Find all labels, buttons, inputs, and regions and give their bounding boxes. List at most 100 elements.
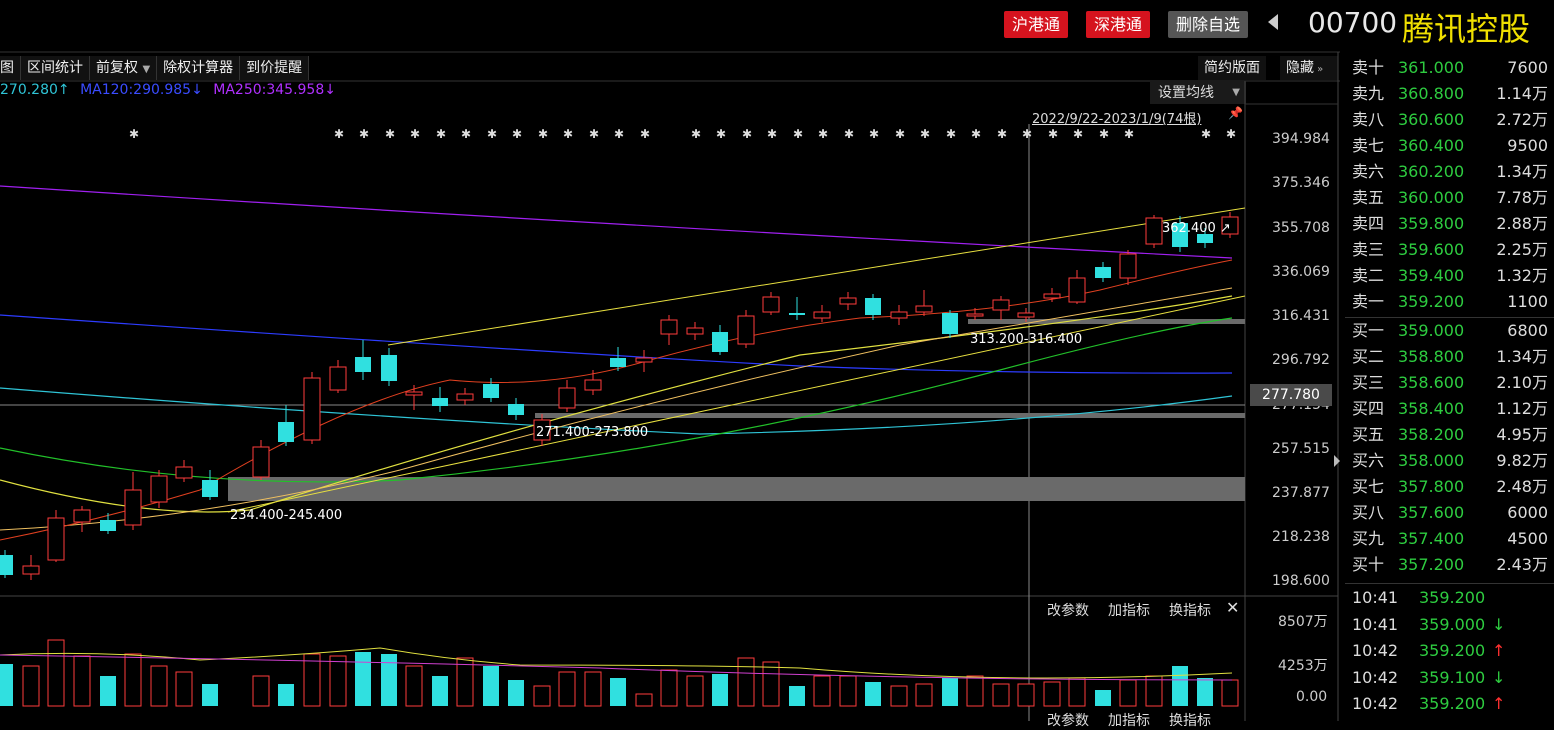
bid-row[interactable]: 买五 358.200 4.95万 [1352, 422, 1548, 448]
ask-row[interactable]: 卖八 360.600 2.72万 [1352, 107, 1548, 133]
event-marker-icon[interactable]: ✱ [844, 127, 854, 141]
bid-row[interactable]: 买三 358.600 2.10万 [1352, 370, 1548, 396]
ask-label: 卖十 [1352, 58, 1385, 77]
add-indicator-button-2[interactable]: 加指标 [1108, 713, 1150, 729]
bid-row[interactable]: 买八 357.600 6000 [1352, 500, 1548, 526]
switch-indicator-button[interactable]: 换指标 [1169, 603, 1211, 619]
event-marker-icon[interactable]: ✱ [487, 127, 497, 141]
event-marker-icon[interactable]: ✱ [410, 127, 420, 141]
event-marker-icon[interactable]: ✱ [691, 127, 701, 141]
switch-indicator-button-2[interactable]: 换指标 [1169, 713, 1211, 729]
ask-row[interactable]: 卖十 361.000 7600 [1352, 55, 1548, 81]
simple-layout-button[interactable]: 简约版面 [1198, 56, 1266, 80]
bid-row[interactable]: 买二 358.800 1.34万 [1352, 344, 1548, 370]
bid-vol: 6000 [1507, 503, 1548, 522]
event-marker-icon[interactable]: ✱ [920, 127, 930, 141]
ask-row[interactable]: 卖五 360.000 7.78万 [1352, 185, 1548, 211]
event-marker-icon[interactable]: ✱ [869, 127, 879, 141]
tool-adjust-dropdown[interactable]: 前复权 ▼ [90, 56, 158, 80]
ask-row[interactable]: 卖七 360.400 9500 [1352, 133, 1548, 159]
event-marker-icon[interactable]: ✱ [589, 127, 599, 141]
candle-body [381, 355, 397, 381]
tool-interval-stats[interactable]: 区间统计 [21, 56, 90, 80]
event-marker-icon[interactable]: ✱ [129, 127, 139, 141]
event-marker-icon[interactable]: ✱ [895, 127, 905, 141]
event-marker-icon[interactable]: ✱ [716, 127, 726, 141]
volume-bar [1197, 678, 1213, 706]
volume-bar [1043, 681, 1061, 707]
hide-panel-button[interactable]: 隐藏 » [1280, 56, 1338, 80]
event-marker-icon[interactable]: ✱ [334, 127, 344, 141]
bid-vol: 4.95万 [1496, 425, 1548, 444]
bid-vol: 2.10万 [1496, 373, 1548, 392]
volume-bar [47, 639, 65, 707]
collapse-left-icon[interactable] [1268, 14, 1278, 30]
candle-body [584, 379, 602, 391]
bid-row[interactable]: 买九 357.400 4500 [1352, 526, 1548, 552]
event-marker-icon[interactable]: ✱ [767, 127, 777, 141]
bid-row[interactable]: 买七 357.800 2.48万 [1352, 474, 1548, 500]
set-ma-button[interactable]: 设置均线 ▼ [1150, 82, 1246, 104]
tool-ex-rights-calc[interactable]: 除权计算器 [157, 56, 241, 80]
ask-price: 360.400 [1398, 136, 1465, 155]
ask-row[interactable]: 卖九 360.800 1.14万 [1352, 81, 1548, 107]
bid-row[interactable]: 买四 358.400 1.12万 [1352, 396, 1548, 422]
event-marker-icon[interactable]: ✱ [461, 127, 471, 141]
candle-body [1145, 217, 1163, 245]
event-marker-icon[interactable]: ✱ [1099, 127, 1109, 141]
event-marker-icon[interactable]: ✱ [512, 127, 522, 141]
event-marker-icon[interactable]: ✱ [818, 127, 828, 141]
event-marker-icon[interactable]: ✱ [385, 127, 395, 141]
candle-body [22, 565, 40, 575]
event-marker-icon[interactable]: ✱ [971, 127, 981, 141]
edit-params-button-2[interactable]: 改参数 [1047, 713, 1089, 729]
volume-bar [533, 685, 551, 707]
event-marker-icon[interactable]: ✱ [997, 127, 1007, 141]
event-marker-icon[interactable]: ✱ [563, 127, 573, 141]
ask-vol: 9500 [1507, 136, 1548, 155]
bid-row[interactable]: 买十 357.200 2.43万 [1352, 552, 1548, 578]
bid-row[interactable]: 买一 359.000 6800 [1352, 318, 1548, 344]
vol-ma-magenta [0, 654, 1233, 681]
ma60-value: 270.280↑ [0, 82, 70, 98]
add-indicator-button[interactable]: 加指标 [1108, 603, 1150, 619]
ask-row[interactable]: 卖四 359.800 2.88万 [1352, 211, 1548, 237]
ask-row[interactable]: 卖二 359.400 1.32万 [1352, 263, 1548, 289]
event-marker-icon[interactable]: ✱ [436, 127, 446, 141]
candle-body [533, 419, 551, 441]
tick-arrow: ↑ [1492, 694, 1506, 713]
tool-shape[interactable]: 图形 [0, 56, 21, 80]
ask-label: 卖六 [1352, 162, 1385, 181]
event-marker-icon[interactable]: ✱ [1073, 127, 1083, 141]
candle-body [942, 313, 958, 334]
bid-row[interactable]: 买六 358.000 9.82万 [1352, 448, 1548, 474]
event-marker-icon[interactable]: ✱ [538, 127, 548, 141]
edit-params-button[interactable]: 改参数 [1047, 603, 1089, 619]
event-marker-icon[interactable]: ✱ [640, 127, 650, 141]
event-marker-icon[interactable]: ✱ [1226, 127, 1236, 141]
event-marker-icon[interactable]: ✱ [742, 127, 752, 141]
event-marker-icon[interactable]: ✱ [614, 127, 624, 141]
event-marker-icon[interactable]: ✱ [1201, 127, 1211, 141]
event-markers: ✱ ✱ ✱ ✱ ✱ ✱ ✱ ✱ ✱ ✱ ✱ ✱ ✱ ✱ ✱ ✱ ✱ ✱ ✱ ✱ ✱ ✱ ✱ ✱ ✱ ✱ ✱ ✱ ✱ ✱ ✱ ✱ ✱ ✱ [129, 127, 1236, 141]
ask-row[interactable]: 卖六 360.200 1.34万 [1352, 159, 1548, 185]
event-marker-icon[interactable]: ✱ [1124, 127, 1134, 141]
kline-chart[interactable]: ✱ ✱ ✱ ✱ ✱ ✱ ✱ ✱ ✱ ✱ ✱ ✱ ✱ ✱ ✱ ✱ ✱ ✱ ✱ ✱ ✱ ✱ ✱ ✱ ✱ ✱ ✱ ✱ ✱ ✱ ✱ ✱ ✱ ✱ 362.4… [0, 0, 1340, 721]
hk-sh-connect-button[interactable]: 沪港通 [1004, 11, 1069, 38]
remove-watchlist-button[interactable]: 删除自选 [1168, 11, 1249, 38]
expand-right-icon[interactable] [1334, 455, 1340, 467]
chart-toolbar: 图形 区间统计 前复权 ▼ 除权计算器 到价提醒 [0, 56, 310, 81]
close-icon[interactable]: ✕ [1226, 598, 1240, 617]
pin-icon[interactable]: 📌 [1228, 106, 1243, 120]
hk-sz-connect-button[interactable]: 深港通 [1086, 11, 1151, 38]
ask-price: 359.200 [1398, 292, 1465, 311]
ma250-line [0, 185, 1233, 259]
ask-row[interactable]: 卖一 359.200 1100 [1352, 289, 1548, 315]
event-marker-icon[interactable]: ✱ [1048, 127, 1058, 141]
event-marker-icon[interactable]: ✱ [359, 127, 369, 141]
tool-price-alert[interactable]: 到价提醒 [240, 56, 310, 80]
event-marker-icon[interactable]: ✱ [946, 127, 956, 141]
ask-row[interactable]: 卖三 359.600 2.25万 [1352, 237, 1548, 263]
event-marker-icon[interactable]: ✱ [1022, 127, 1032, 141]
event-marker-icon[interactable]: ✱ [793, 127, 803, 141]
